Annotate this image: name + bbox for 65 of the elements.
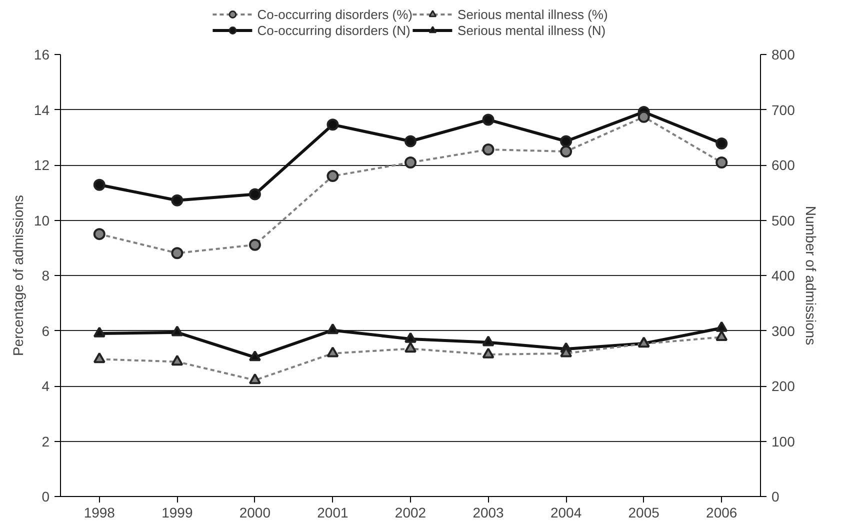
- x-tick-label: 2004: [550, 504, 582, 520]
- y-tick-label: 8: [42, 268, 50, 284]
- point: [248, 350, 261, 362]
- point: [93, 326, 106, 338]
- legend-label: Serious mental illness (%): [458, 6, 608, 22]
- point: [716, 321, 728, 332]
- point: [93, 352, 106, 364]
- y-tick-label: 12: [34, 157, 50, 173]
- y2-axis-title: Number of admissions: [802, 206, 819, 346]
- y-axis-title: Percentage of admissions: [10, 194, 26, 356]
- y2-tick-label: 400: [772, 268, 796, 284]
- point: [326, 170, 339, 182]
- point: [638, 110, 650, 123]
- y-tick-label: 10: [34, 212, 50, 228]
- x-tick-label: 1999: [162, 504, 193, 520]
- y-tick-label: 4: [42, 378, 50, 394]
- point: [171, 194, 184, 206]
- point: [560, 135, 572, 148]
- point: [482, 336, 494, 346]
- point: [482, 144, 494, 156]
- point: [404, 156, 416, 169]
- y2-tick-label: 300: [772, 322, 796, 339]
- point: [716, 137, 728, 150]
- point: [326, 346, 339, 358]
- point: [171, 354, 184, 366]
- point: [171, 326, 184, 336]
- x-tick-label: 2005: [628, 504, 660, 520]
- point: [404, 342, 416, 353]
- point: [93, 228, 106, 240]
- legend-label: Co-occurring disorders (N): [257, 22, 410, 38]
- point: [404, 332, 416, 343]
- y-tick-label: 2: [42, 433, 50, 450]
- legend-label: Serious mental illness (N): [458, 22, 606, 38]
- y-tick-label: 16: [34, 46, 50, 62]
- y-tick-label: 0: [42, 488, 50, 504]
- x-tick-label: 2003: [472, 504, 504, 520]
- y2-tick-label: 100: [772, 433, 796, 450]
- point: [248, 188, 261, 200]
- point: [326, 323, 339, 334]
- y2-tick-label: 800: [772, 46, 796, 62]
- point: [171, 247, 184, 260]
- point: [326, 118, 339, 131]
- x-tick-label: 1998: [84, 504, 116, 520]
- point: [482, 114, 494, 126]
- y-tick-label: 6: [42, 322, 50, 339]
- point: [716, 330, 728, 341]
- point: [248, 373, 261, 384]
- point: [716, 156, 728, 169]
- point: [560, 346, 572, 358]
- point: [560, 145, 572, 158]
- x-tick-label: 2002: [394, 504, 426, 520]
- point: [404, 135, 416, 148]
- y2-tick-label: 0: [772, 488, 780, 504]
- y2-tick-label: 600: [772, 157, 796, 173]
- point: [482, 348, 494, 358]
- point: [93, 178, 106, 191]
- x-tick-label: 2006: [706, 504, 738, 520]
- point: [248, 238, 261, 251]
- y2-tick-label: 200: [772, 378, 796, 394]
- x-tick-label: 2001: [317, 504, 349, 520]
- y-tick-label: 14: [34, 102, 50, 118]
- legend-label: Co-occurring disorders (%): [257, 6, 413, 22]
- y2-tick-label: 500: [772, 212, 796, 228]
- y2-tick-label: 700: [772, 102, 796, 118]
- x-tick-label: 2000: [239, 504, 271, 520]
